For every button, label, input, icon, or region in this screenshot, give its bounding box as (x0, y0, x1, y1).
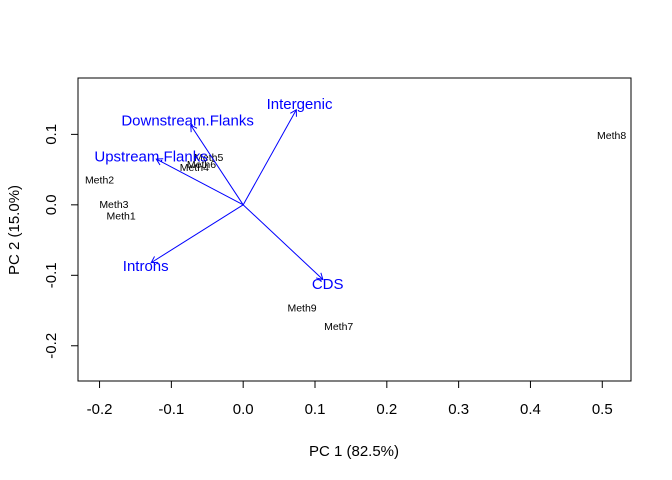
x-tick-label: -0.1 (158, 401, 184, 418)
loading-label-intergenic: Intergenic (267, 96, 333, 113)
loading-label-cds: CDS (312, 276, 344, 293)
point-label-meth9: Meth9 (287, 303, 316, 315)
point-label-meth1: Meth1 (106, 210, 135, 222)
loading-arrow-upstream-flanks (156, 158, 244, 206)
point-label-meth8: Meth8 (597, 130, 626, 142)
y-tick-label: 0.1 (43, 124, 60, 145)
point-label-meth7: Meth7 (324, 321, 353, 333)
x-tick-label: 0.4 (520, 401, 541, 418)
point-label-meth2: Meth2 (85, 174, 114, 186)
loading-arrow-downstream-flanks (190, 124, 244, 206)
x-tick-label: 0.3 (448, 401, 469, 418)
loading-arrow-cds (242, 204, 324, 280)
x-tick-label: -0.2 (87, 401, 113, 418)
loading-arrowhead-cds (315, 272, 324, 281)
x-axis-title: PC 1 (82.5%) (309, 443, 399, 460)
loading-arrowhead-downstream-flanks (190, 124, 198, 133)
x-tick-label: 0.1 (305, 401, 326, 418)
loading-label-introns: Introns (123, 258, 169, 275)
loading-arrowhead-intergenic (290, 108, 297, 117)
loading-label-downstream-flanks: Downstream.Flanks (121, 112, 254, 129)
y-axis-title: PC 2 (15.0%) (6, 185, 23, 275)
loading-label-upstream-flanks: Upstream.Flanks (94, 148, 207, 165)
point-label-meth3: Meth3 (99, 199, 128, 211)
y-axis: 0.1 0.0 -0.1 -0.2 (43, 124, 79, 359)
loading-arrowhead-upstream-flanks (155, 158, 164, 166)
y-tick-label: -0.2 (43, 333, 60, 359)
y-tick-label: -0.1 (43, 262, 60, 288)
loading-arrowhead-introns (150, 256, 159, 264)
point-label-meth4: Meth4 (180, 162, 209, 174)
x-tick-label: 0.5 (592, 401, 613, 418)
loading-arrow-intergenic (242, 109, 297, 206)
loadings-layer: Intergenic Downstream.Flanks Upstream.Flan… (94, 96, 343, 293)
x-tick-label: 0.0 (233, 401, 254, 418)
x-axis: -0.2 -0.1 0.0 0.1 0.2 0.3 0.4 0.5 (87, 380, 613, 418)
y-tick-label: 0.0 (43, 194, 60, 215)
loading-arrow-introns (150, 204, 244, 264)
point-label-meth5: Meth5 (194, 152, 223, 164)
x-tick-label: 0.2 (376, 401, 397, 418)
point-label-meth6: Meth6 (187, 159, 216, 171)
